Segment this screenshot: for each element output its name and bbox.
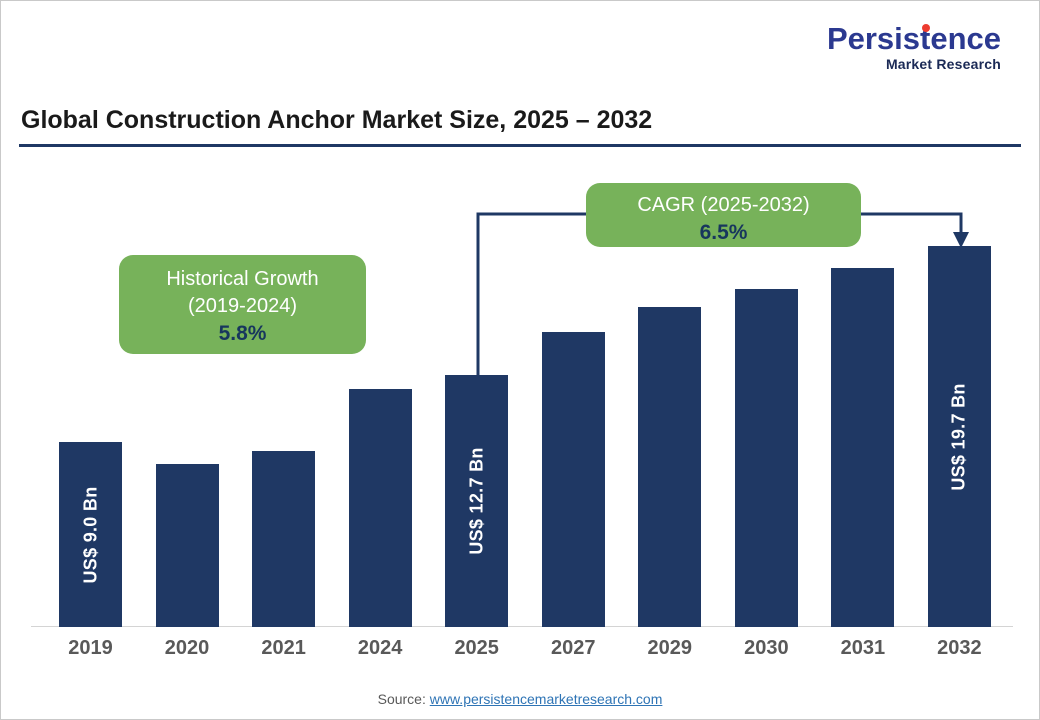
bar-value-label-2019: US$ 9.0 Bn (80, 485, 100, 584)
x-axis-label-2030: 2030 (744, 636, 789, 659)
cagr-label: CAGR (2025-2032) (637, 194, 810, 216)
logo-red-dot-icon (921, 24, 930, 32)
logo-subtitle: Market Research (885, 56, 1001, 72)
bar-column-2032: US$ 19.7 Bn 2032 (927, 246, 991, 669)
bar-column-2027: 2027 (541, 332, 605, 669)
bar-column-2020: 2020 (155, 464, 219, 669)
bar-column-2029: 2029 (638, 307, 702, 669)
cagr-value: 6.5% (699, 221, 748, 244)
x-axis-label-2031: 2031 (840, 636, 886, 659)
bars-row: US$ 9.0 Bn 2019 2020 2021 2024 US$ 12.7 Bn 202… (59, 246, 991, 669)
bar-column-2030: 2030 (734, 289, 798, 669)
historical-growth-value: 5.8% (218, 322, 267, 345)
bar-2031 (831, 268, 895, 627)
source-line: Source: www.persistencemarketresearch.co… (1, 691, 1039, 707)
bar-2020 (155, 464, 219, 627)
bar-column-2031: 2031 (831, 268, 895, 669)
bar-chart: US$ 9.0 Bn 2019 2020 2021 2024 US$ 12.7 Bn 202… (1, 159, 1039, 669)
historical-growth-period: (2019-2024) (188, 295, 297, 317)
logo-brand-word: Persistence (826, 21, 1001, 56)
bar-value-label-2025: US$ 12.7 Bn (466, 447, 487, 555)
bar-2027 (541, 332, 605, 627)
bar-2019: US$ 9.0 Bn (59, 442, 122, 627)
bar-value-label-2032: US$ 19.7 Bn (948, 382, 969, 491)
bar-column-2021: 2021 (252, 451, 316, 669)
x-axis-label-2024: 2024 (357, 636, 403, 659)
title-underline (19, 144, 1021, 147)
bar-2024 (348, 389, 412, 627)
source-link[interactable]: www.persistencemarketresearch.com (429, 691, 663, 707)
x-axis-label-2025: 2025 (454, 636, 499, 659)
bar-2032: US$ 19.7 Bn (927, 246, 991, 627)
bar-2021 (252, 451, 316, 627)
cagr-callout: CAGR (2025-2032) 6.5% (586, 183, 861, 247)
x-axis-label-2020: 2020 (164, 636, 210, 659)
x-axis-baseline (31, 626, 1013, 627)
connector-right-line (861, 212, 963, 233)
x-axis-label-2027: 2027 (550, 636, 596, 659)
historical-growth-label: Historical Growth (166, 268, 319, 290)
bar-2030 (734, 289, 798, 627)
bar-2029 (638, 307, 702, 627)
x-axis-label-2019: 2019 (68, 636, 113, 659)
x-axis-label-2029: 2029 (647, 636, 693, 659)
logo-brand-text: Persistence (827, 23, 1001, 54)
bar-column-2019: US$ 9.0 Bn 2019 (59, 442, 122, 669)
source-label: Source: (377, 691, 426, 707)
bar-column-2025: US$ 12.7 Bn 2025 (445, 375, 509, 669)
bar-2025: US$ 12.7 Bn (445, 375, 509, 627)
x-axis-label-2021: 2021 (261, 636, 306, 659)
historical-growth-callout: Historical Growth (2019-2024) 5.8% (119, 255, 366, 354)
x-axis-label-2032: 2032 (937, 636, 982, 659)
bar-column-2024: 2024 (348, 389, 412, 669)
pmr-logo: Persistence Market Research (827, 23, 1001, 72)
page-title: Global Construction Anchor Market Size, … (21, 106, 653, 134)
